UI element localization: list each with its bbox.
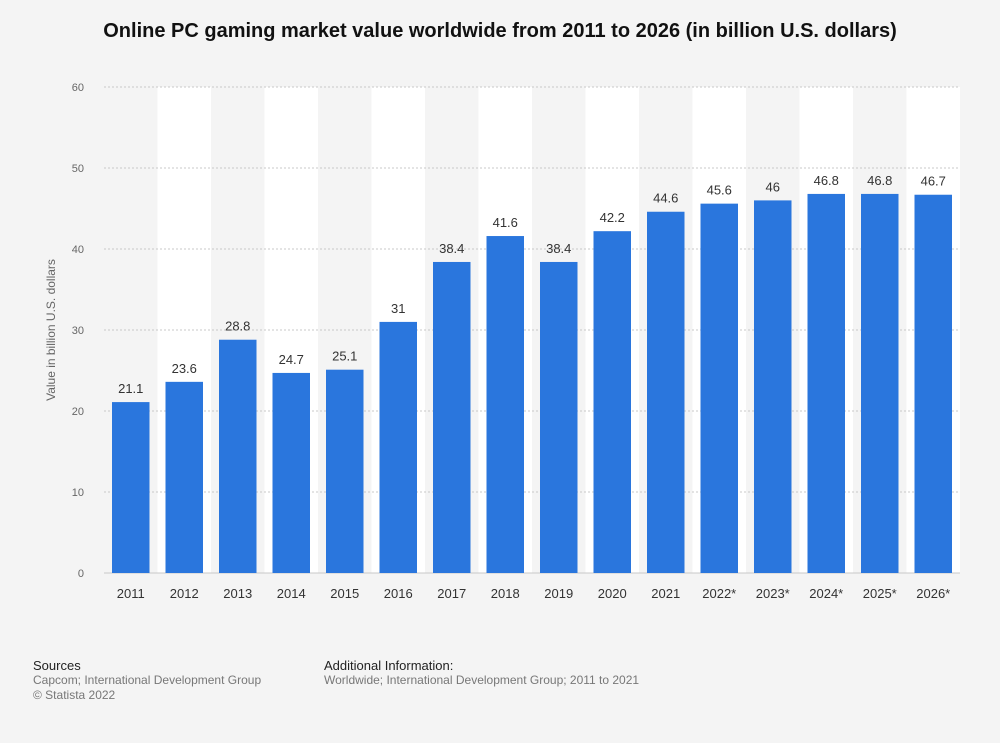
- bar-2025: [861, 193, 899, 574]
- x-tick-label: 2013: [223, 586, 252, 601]
- value-label: 24.7: [279, 352, 304, 367]
- y-tick-label: 20: [72, 406, 84, 418]
- bar-2022: [700, 203, 738, 573]
- bar-2023: [754, 200, 792, 573]
- value-label: 46.7: [921, 174, 946, 189]
- bar-2017: [433, 261, 471, 573]
- y-axis-title: Value in billion U.S. dollars: [44, 259, 58, 401]
- bar-2012: [165, 381, 203, 573]
- value-label: 44.6: [653, 191, 678, 206]
- x-tick-label: 2022*: [702, 586, 736, 601]
- x-tick-label: 2015: [330, 586, 359, 601]
- additional-info-block: Additional Information: Worldwide; Inter…: [324, 658, 639, 688]
- chart-title: Online PC gaming market value worldwide …: [103, 20, 897, 42]
- value-label: 46: [766, 179, 780, 194]
- bar-2018: [486, 236, 524, 574]
- bar-2021: [647, 211, 685, 574]
- y-tick-label: 60: [72, 82, 84, 94]
- sources-heading: Sources: [33, 658, 81, 673]
- bar-2020: [593, 231, 631, 573]
- sources-line: Capcom; International Development Group: [33, 673, 262, 687]
- x-tick-label: 2019: [544, 586, 573, 601]
- bar-2015: [326, 369, 364, 573]
- bar-2019: [540, 261, 578, 573]
- copyright-line: © Statista 2022: [33, 688, 116, 702]
- value-labels: 21.1 23.6 28.8 24.7 25.1 31 38.4 41.6 38.4 42.2 44…: [118, 173, 946, 396]
- value-label: 41.6: [493, 215, 518, 230]
- value-label: 38.4: [439, 241, 464, 256]
- bar-2026: [914, 194, 952, 574]
- value-label: 23.6: [172, 361, 197, 376]
- x-tick-label: 2021: [651, 586, 680, 601]
- x-tick-label: 2020: [598, 586, 627, 601]
- x-tick-label: 2012: [170, 586, 199, 601]
- value-label: 38.4: [546, 241, 571, 256]
- x-tick-label: 2017: [437, 586, 466, 601]
- y-tick-label: 40: [72, 244, 84, 256]
- value-label: 46.8: [867, 173, 892, 188]
- bar-2011: [112, 402, 150, 573]
- x-tick-label: 2018: [491, 586, 520, 601]
- value-label: 46.8: [814, 173, 839, 188]
- bar-2014: [272, 372, 310, 573]
- x-tick-label: 2014: [277, 586, 306, 601]
- y-tick-label: 0: [78, 568, 84, 580]
- x-tick-label: 2024*: [809, 586, 843, 601]
- x-tick-label: 2016: [384, 586, 413, 601]
- additional-info-heading: Additional Information:: [324, 658, 454, 673]
- value-label: 31: [391, 301, 405, 316]
- value-label: 21.1: [118, 381, 143, 396]
- y-tick-label: 50: [72, 163, 84, 175]
- value-label: 28.8: [225, 319, 250, 334]
- sources-block: Sources Capcom; International Developmen…: [33, 658, 261, 703]
- x-axis-tick-labels: 2011 2012 2013 2014 2015 2016 2017 2018 2019 2020…: [117, 586, 950, 601]
- bar-2016: [379, 321, 417, 573]
- bar-2024: [807, 193, 845, 574]
- x-tick-label: 2011: [117, 586, 145, 601]
- value-label: 25.1: [332, 349, 357, 364]
- value-label: 42.2: [600, 210, 625, 225]
- y-axis-tick-labels: 0 10 20 30 40 50 60: [72, 82, 84, 580]
- bar-2013: [219, 339, 257, 573]
- y-tick-label: 30: [72, 325, 84, 337]
- y-tick-label: 10: [72, 487, 84, 499]
- value-label: 45.6: [707, 183, 732, 198]
- additional-info-text: Worldwide; International Development Gro…: [324, 673, 640, 687]
- bars: [112, 193, 952, 574]
- x-tick-label: 2023*: [756, 586, 790, 601]
- x-tick-label: 2025*: [863, 586, 897, 601]
- x-tick-label: 2026*: [916, 586, 950, 601]
